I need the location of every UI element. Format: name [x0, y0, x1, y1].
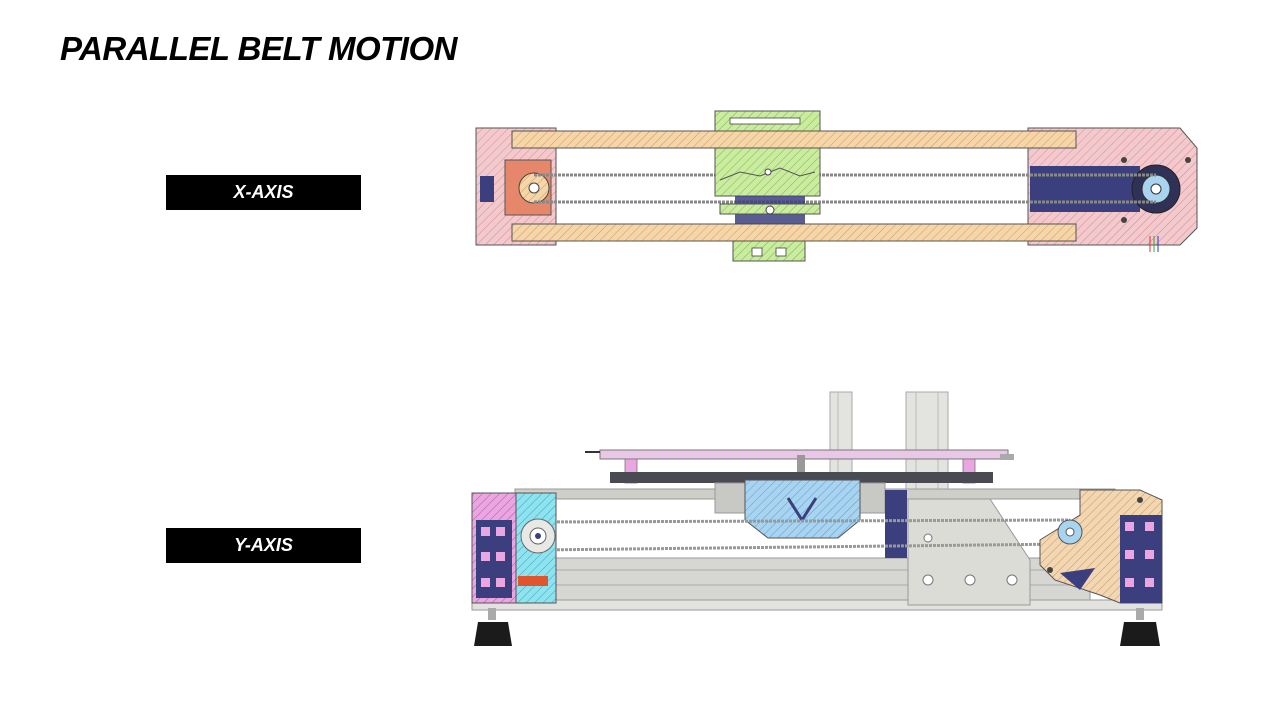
- x-top-rod: [511, 130, 1077, 149]
- y-carriage-block: [744, 479, 861, 539]
- y-axis-label: Y-AXIS: [166, 528, 361, 563]
- x-axis-label: X-AXIS: [166, 175, 361, 210]
- y-frame-bracket: [907, 498, 1031, 606]
- y-right-foot: [1120, 622, 1160, 646]
- x-carriage-bottom: [732, 240, 806, 262]
- x-axis-drawing: [475, 110, 1198, 262]
- x-bottom-rod: [511, 223, 1077, 242]
- slide-title: PARALLEL BELT MOTION: [60, 30, 457, 67]
- y-base-plate: [471, 599, 1163, 611]
- x-right-navy-block: [1030, 166, 1140, 212]
- y-axis-drawing: [471, 391, 1163, 646]
- y-left-foot: [474, 622, 512, 646]
- y-bed-carrier: [610, 472, 993, 483]
- y-belt-lower: [536, 542, 1071, 552]
- y-belt-upper: [536, 518, 1071, 524]
